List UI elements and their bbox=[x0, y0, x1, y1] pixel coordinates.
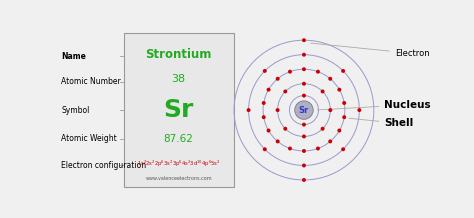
Text: Strontium: Strontium bbox=[146, 48, 212, 61]
Text: Electron configuration: Electron configuration bbox=[61, 161, 146, 170]
Text: Atomic Number: Atomic Number bbox=[61, 77, 121, 86]
Bar bbox=[124, 33, 234, 187]
Text: Atomic Weight: Atomic Weight bbox=[61, 134, 117, 143]
Text: Sr: Sr bbox=[164, 98, 194, 122]
Text: 1s$^2$2s$^2$2p$^6$3s$^2$3p$^6$4s$^2$3d$^{10}$4p$^6$5s$^2$: 1s$^2$2s$^2$2p$^6$3s$^2$3p$^6$4s$^2$3d$^… bbox=[137, 158, 220, 169]
Text: 38: 38 bbox=[172, 74, 186, 84]
Text: www.valenceelectrons.com: www.valenceelectrons.com bbox=[146, 176, 212, 181]
Text: Name: Name bbox=[61, 52, 86, 61]
Text: Symbol: Symbol bbox=[61, 106, 90, 115]
Text: 87.62: 87.62 bbox=[164, 135, 193, 145]
